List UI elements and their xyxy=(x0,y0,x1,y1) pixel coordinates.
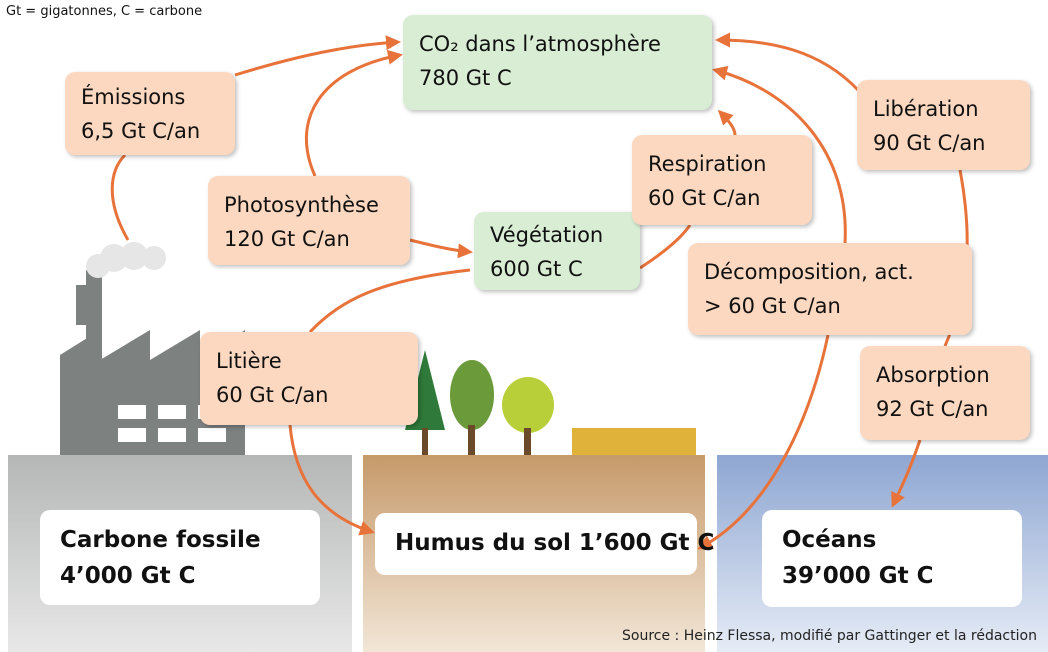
flow-label: Absorption xyxy=(876,358,1014,392)
flow-label: Photosynthèse xyxy=(224,188,394,222)
flow-label: Émissions xyxy=(81,80,219,114)
stock-amount: 39’000 Gt C xyxy=(782,558,1002,594)
absorption-box: Absorption 92 Gt C/an xyxy=(860,346,1030,440)
photosynthesis-box: Photosynthèse 120 Gt C/an xyxy=(208,176,410,265)
respiration-box: Respiration 60 Gt C/an xyxy=(632,135,812,225)
flow-amount: 60 Gt C/an xyxy=(648,181,796,215)
stock-label: Humus du sol 1’600 Gt C xyxy=(395,525,677,561)
diagram: Gt = gigatonnes, C = carbone CO₂ dans l’… xyxy=(0,0,1048,652)
fossil-box: Carbone fossile 4’000 Gt C xyxy=(40,510,320,605)
flow-amount: > 60 Gt C/an xyxy=(704,289,956,323)
flow-label: Décomposition, act. xyxy=(704,255,956,289)
stock-label: Végétation xyxy=(490,218,624,252)
stock-amount: 600 Gt C xyxy=(490,252,624,286)
source: Source : Heinz Flessa, modifié par Gatti… xyxy=(622,628,1037,644)
stock-label: Carbone fossile xyxy=(60,522,300,558)
flow-label: Libération xyxy=(873,92,1014,126)
atmosphere-box: CO₂ dans l’atmosphère 780 Gt C xyxy=(403,15,712,110)
stock-amount: 780 Gt C xyxy=(419,61,696,95)
vegetation-box: Végétation 600 Gt C xyxy=(474,212,640,290)
trees xyxy=(405,350,696,455)
humus-box: Humus du sol 1’600 Gt C xyxy=(375,513,697,575)
ocean-box: Océans 39’000 Gt C xyxy=(762,510,1022,607)
flow-label: Respiration xyxy=(648,147,796,181)
flow-amount: 90 Gt C/an xyxy=(873,126,1014,160)
release-box: Libération 90 Gt C/an xyxy=(857,80,1030,170)
flow-label: Litière xyxy=(216,344,402,378)
note: Gt = gigatonnes, C = carbone xyxy=(6,4,202,19)
stock-label: Océans xyxy=(782,522,1002,558)
flow-amount: 6,5 Gt C/an xyxy=(81,114,219,148)
stock-label: CO₂ dans l’atmosphère xyxy=(419,27,696,61)
litter-box: Litière 60 Gt C/an xyxy=(200,332,418,425)
flow-amount: 60 Gt C/an xyxy=(216,378,402,412)
flow-amount: 92 Gt C/an xyxy=(876,392,1014,426)
decomposition-box: Décomposition, act. > 60 Gt C/an xyxy=(688,243,972,335)
flow-amount: 120 Gt C/an xyxy=(224,222,394,256)
stock-amount: 4’000 Gt C xyxy=(60,558,300,594)
smoke xyxy=(86,242,166,278)
emissions-box: Émissions 6,5 Gt C/an xyxy=(65,72,235,155)
